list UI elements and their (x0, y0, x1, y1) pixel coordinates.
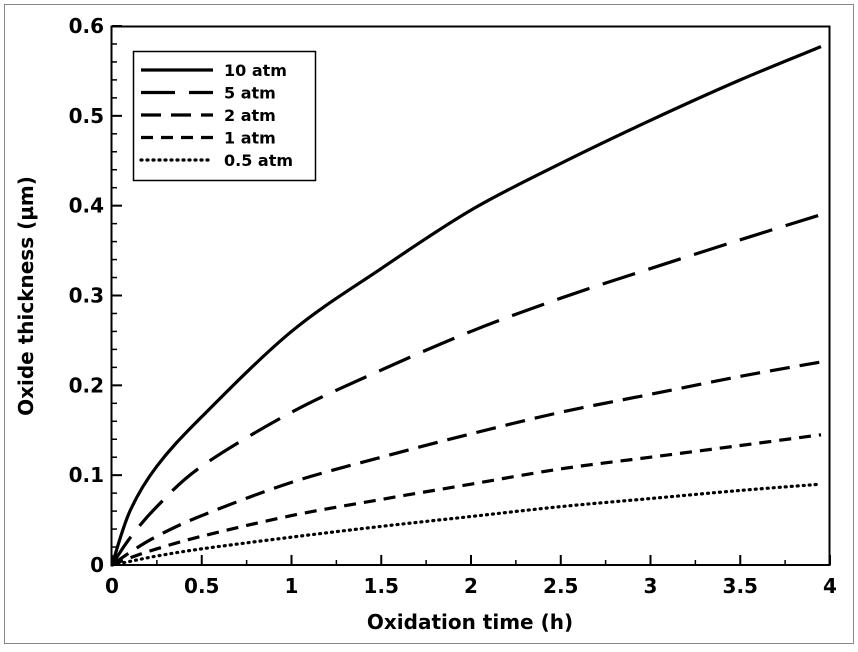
legend-label: 10 atm (224, 61, 287, 80)
legend-label: 1 atm (224, 129, 276, 148)
x-tick-label: 3.5 (723, 574, 758, 598)
legend-label: 5 atm (224, 84, 276, 103)
x-tick-label: 2.5 (543, 574, 578, 598)
y-tick-label: 0 (90, 553, 104, 577)
plot-frame (110, 25, 831, 566)
x-tick-label: 3 (644, 574, 658, 598)
x-tick-label: 1.5 (364, 574, 399, 598)
series-line-10-atm (110, 45, 822, 566)
y-tick-label: 0.1 (69, 463, 104, 487)
y-tick-label: 0.5 (69, 104, 104, 128)
legend-label: 2 atm (224, 106, 276, 125)
y-tick-label: 0.4 (69, 194, 104, 218)
series-line-5-atm (110, 213, 822, 566)
series-line-1-atm (111, 433, 822, 567)
x-tick-label: 4 (823, 574, 837, 598)
legend-label: 0.5 atm (224, 151, 293, 170)
x-tick-label: 1 (285, 574, 299, 598)
x-axis-label: Oxidation time (h) (367, 610, 573, 634)
legend: 10 atm 5 atm 2 atm 1 atm 0.5 atm (132, 50, 317, 182)
y-tick-label: 0.3 (69, 284, 104, 308)
x-tick-label: 0 (105, 574, 119, 598)
x-tick-label: 0.5 (184, 574, 219, 598)
y-tick-label: 0.2 (69, 373, 104, 397)
series-line-2-atm (111, 360, 822, 567)
y-axis-label: Oxide thickness (µm) (14, 176, 38, 416)
x-tick-label: 2 (464, 574, 478, 598)
series-line-0-5-atm (110, 482, 823, 567)
y-tick-label: 0.6 (69, 14, 104, 38)
figure-border (4, 4, 854, 644)
